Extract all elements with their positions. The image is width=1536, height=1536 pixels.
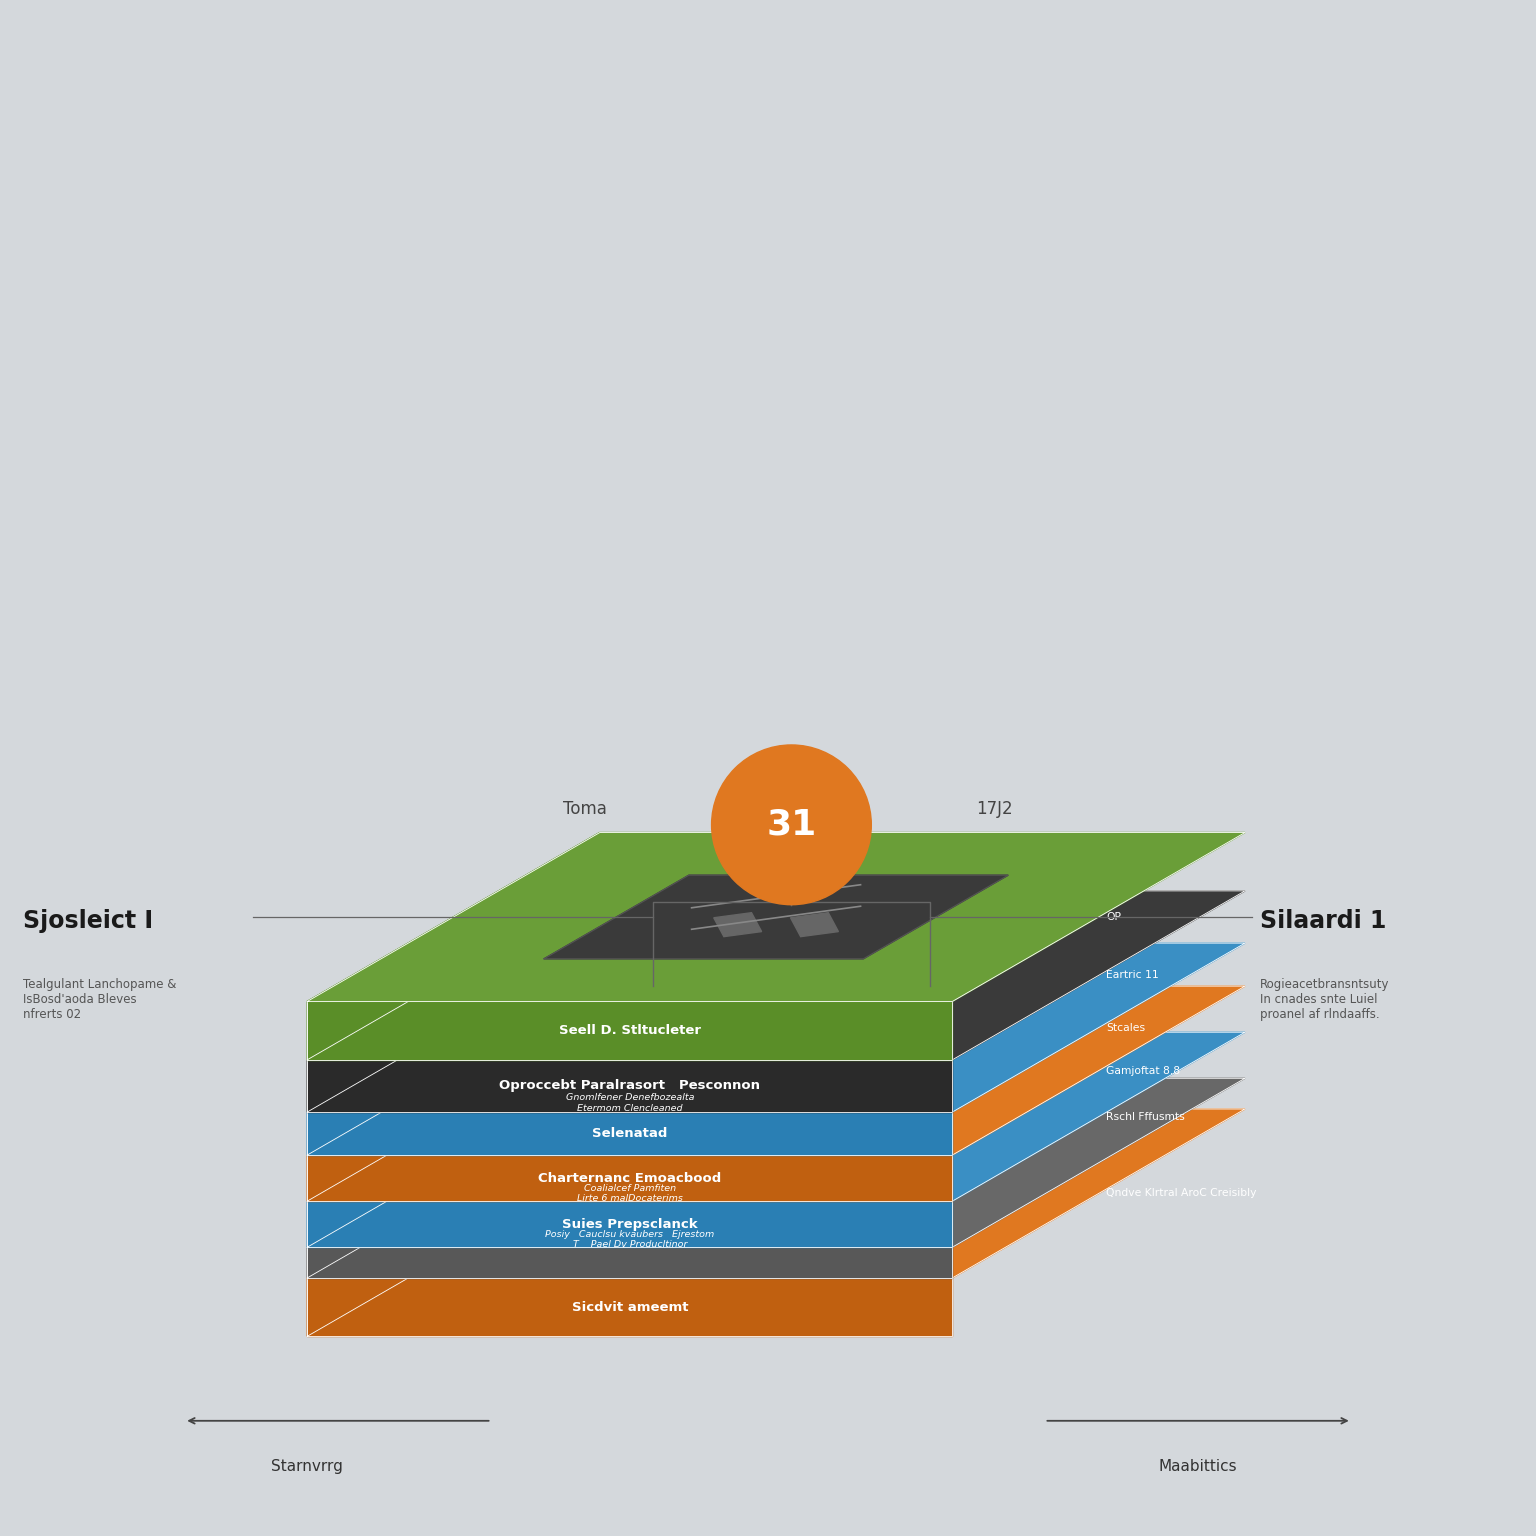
- Text: Etermom Clencleaned: Etermom Clencleaned: [578, 1104, 682, 1114]
- Text: Starnvrrg: Starnvrrg: [272, 1459, 343, 1475]
- Text: Oproccebt Paralrasort   Pesconnon: Oproccebt Paralrasort Pesconnon: [499, 1080, 760, 1092]
- Text: Qndve Klrtral AroC Creisibly: Qndve Klrtral AroC Creisibly: [1106, 1189, 1256, 1198]
- Polygon shape: [307, 891, 601, 1112]
- Polygon shape: [307, 1109, 601, 1336]
- Polygon shape: [307, 1109, 1246, 1278]
- Text: Maabittics: Maabittics: [1158, 1459, 1238, 1475]
- Polygon shape: [307, 1247, 952, 1278]
- Polygon shape: [307, 1032, 601, 1247]
- Polygon shape: [307, 833, 1246, 1001]
- Polygon shape: [307, 986, 601, 1201]
- Text: Lirte 6 malDocaterims: Lirte 6 malDocaterims: [578, 1193, 682, 1203]
- Text: 31: 31: [766, 808, 817, 842]
- Polygon shape: [307, 1278, 952, 1336]
- Text: Toma: Toma: [564, 800, 607, 819]
- Text: Suies Prepsclanck: Suies Prepsclanck: [562, 1218, 697, 1230]
- Text: OP-: OP-: [1106, 912, 1124, 922]
- Polygon shape: [307, 891, 1246, 1060]
- Polygon shape: [307, 1060, 952, 1112]
- Text: Rschl Fffusmts: Rschl Fffusmts: [1106, 1112, 1186, 1121]
- Polygon shape: [307, 1032, 1246, 1201]
- Text: Rogieacetbransntsuty
In cnades snte Luiel
proanel af rlndaaffs.: Rogieacetbransntsuty In cnades snte Luie…: [1260, 978, 1389, 1021]
- Text: Silaardi 1: Silaardi 1: [1260, 909, 1385, 934]
- Polygon shape: [307, 1078, 601, 1278]
- Text: Charternanc Emoacbood: Charternanc Emoacbood: [538, 1172, 722, 1184]
- Polygon shape: [307, 1155, 952, 1201]
- Polygon shape: [307, 833, 601, 1060]
- Text: Tealgulant Lanchopame &
IsBosd'aoda Bleves
nfrerts 02: Tealgulant Lanchopame & IsBosd'aoda Blev…: [23, 978, 177, 1021]
- Text: Selenatad: Selenatad: [591, 1127, 668, 1140]
- Polygon shape: [307, 943, 601, 1155]
- Polygon shape: [307, 1112, 952, 1155]
- Polygon shape: [307, 1078, 1246, 1247]
- Polygon shape: [307, 986, 1246, 1155]
- Text: Seell D. Stltucleter: Seell D. Stltucleter: [559, 1025, 700, 1037]
- Text: T    Pael Dv Producltinor: T Pael Dv Producltinor: [573, 1240, 687, 1249]
- Text: Sjosleict I: Sjosleict I: [23, 909, 154, 934]
- Text: Sicdvit ameemt: Sicdvit ameemt: [571, 1301, 688, 1313]
- Text: Stcales: Stcales: [1106, 1023, 1146, 1032]
- Text: Gamjoftat 8.8: Gamjoftat 8.8: [1106, 1066, 1181, 1075]
- Text: Posiy   Cauclsu kvaubers   Ejrestom: Posiy Cauclsu kvaubers Ejrestom: [545, 1230, 714, 1240]
- Polygon shape: [791, 912, 839, 937]
- Text: Eartric 11: Eartric 11: [1106, 971, 1160, 980]
- Polygon shape: [544, 876, 1008, 958]
- Text: 17J2: 17J2: [975, 800, 1012, 819]
- Text: Gnomlfener Denefbozealta: Gnomlfener Denefbozealta: [565, 1094, 694, 1101]
- Polygon shape: [307, 943, 1246, 1112]
- Polygon shape: [307, 1201, 952, 1247]
- Text: Coalialcef Pamfiten: Coalialcef Pamfiten: [584, 1184, 676, 1193]
- Polygon shape: [307, 1001, 952, 1060]
- Polygon shape: [714, 912, 762, 937]
- Circle shape: [711, 745, 871, 905]
